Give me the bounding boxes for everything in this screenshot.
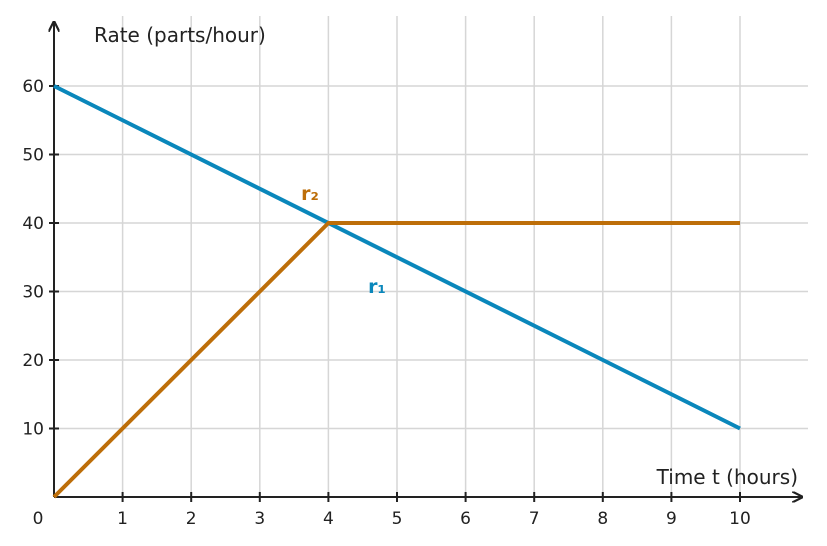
x-tick-label: 10	[729, 509, 751, 529]
series-label-r1: r₁	[368, 276, 386, 298]
x-tick-label: 3	[254, 509, 265, 529]
origin-label: 0	[33, 509, 44, 529]
x-axis-title: Time t (hours)	[656, 465, 798, 489]
x-tick-label: 2	[186, 509, 197, 529]
x-tick-label: 7	[529, 509, 540, 529]
x-tick-label: 1	[117, 509, 128, 529]
series-lines	[52, 84, 741, 499]
x-tick-label: 5	[392, 509, 403, 529]
y-axis-title: Rate (parts/hour)	[94, 23, 266, 47]
x-tick-label: 8	[597, 509, 608, 529]
y-tick-label: 10	[22, 420, 44, 440]
series-line-r2	[52, 221, 740, 499]
y-tick-label: 60	[22, 77, 44, 97]
x-tick-label: 9	[666, 509, 677, 529]
y-tick-label: 40	[22, 214, 44, 234]
y-tick-label: 50	[22, 146, 44, 166]
y-tick-label: 30	[22, 283, 44, 303]
ticks: 1 2 3 4 5 6 7 8 9 10 10 20 30 40 50 60	[22, 77, 750, 529]
grid	[54, 16, 808, 497]
series-line-r1	[53, 84, 741, 431]
y-tick-label: 20	[22, 351, 44, 371]
x-tick-label: 6	[460, 509, 471, 529]
x-tick-label: 4	[323, 509, 334, 529]
axes	[54, 22, 802, 497]
series-label-r2: r₂	[301, 183, 319, 205]
